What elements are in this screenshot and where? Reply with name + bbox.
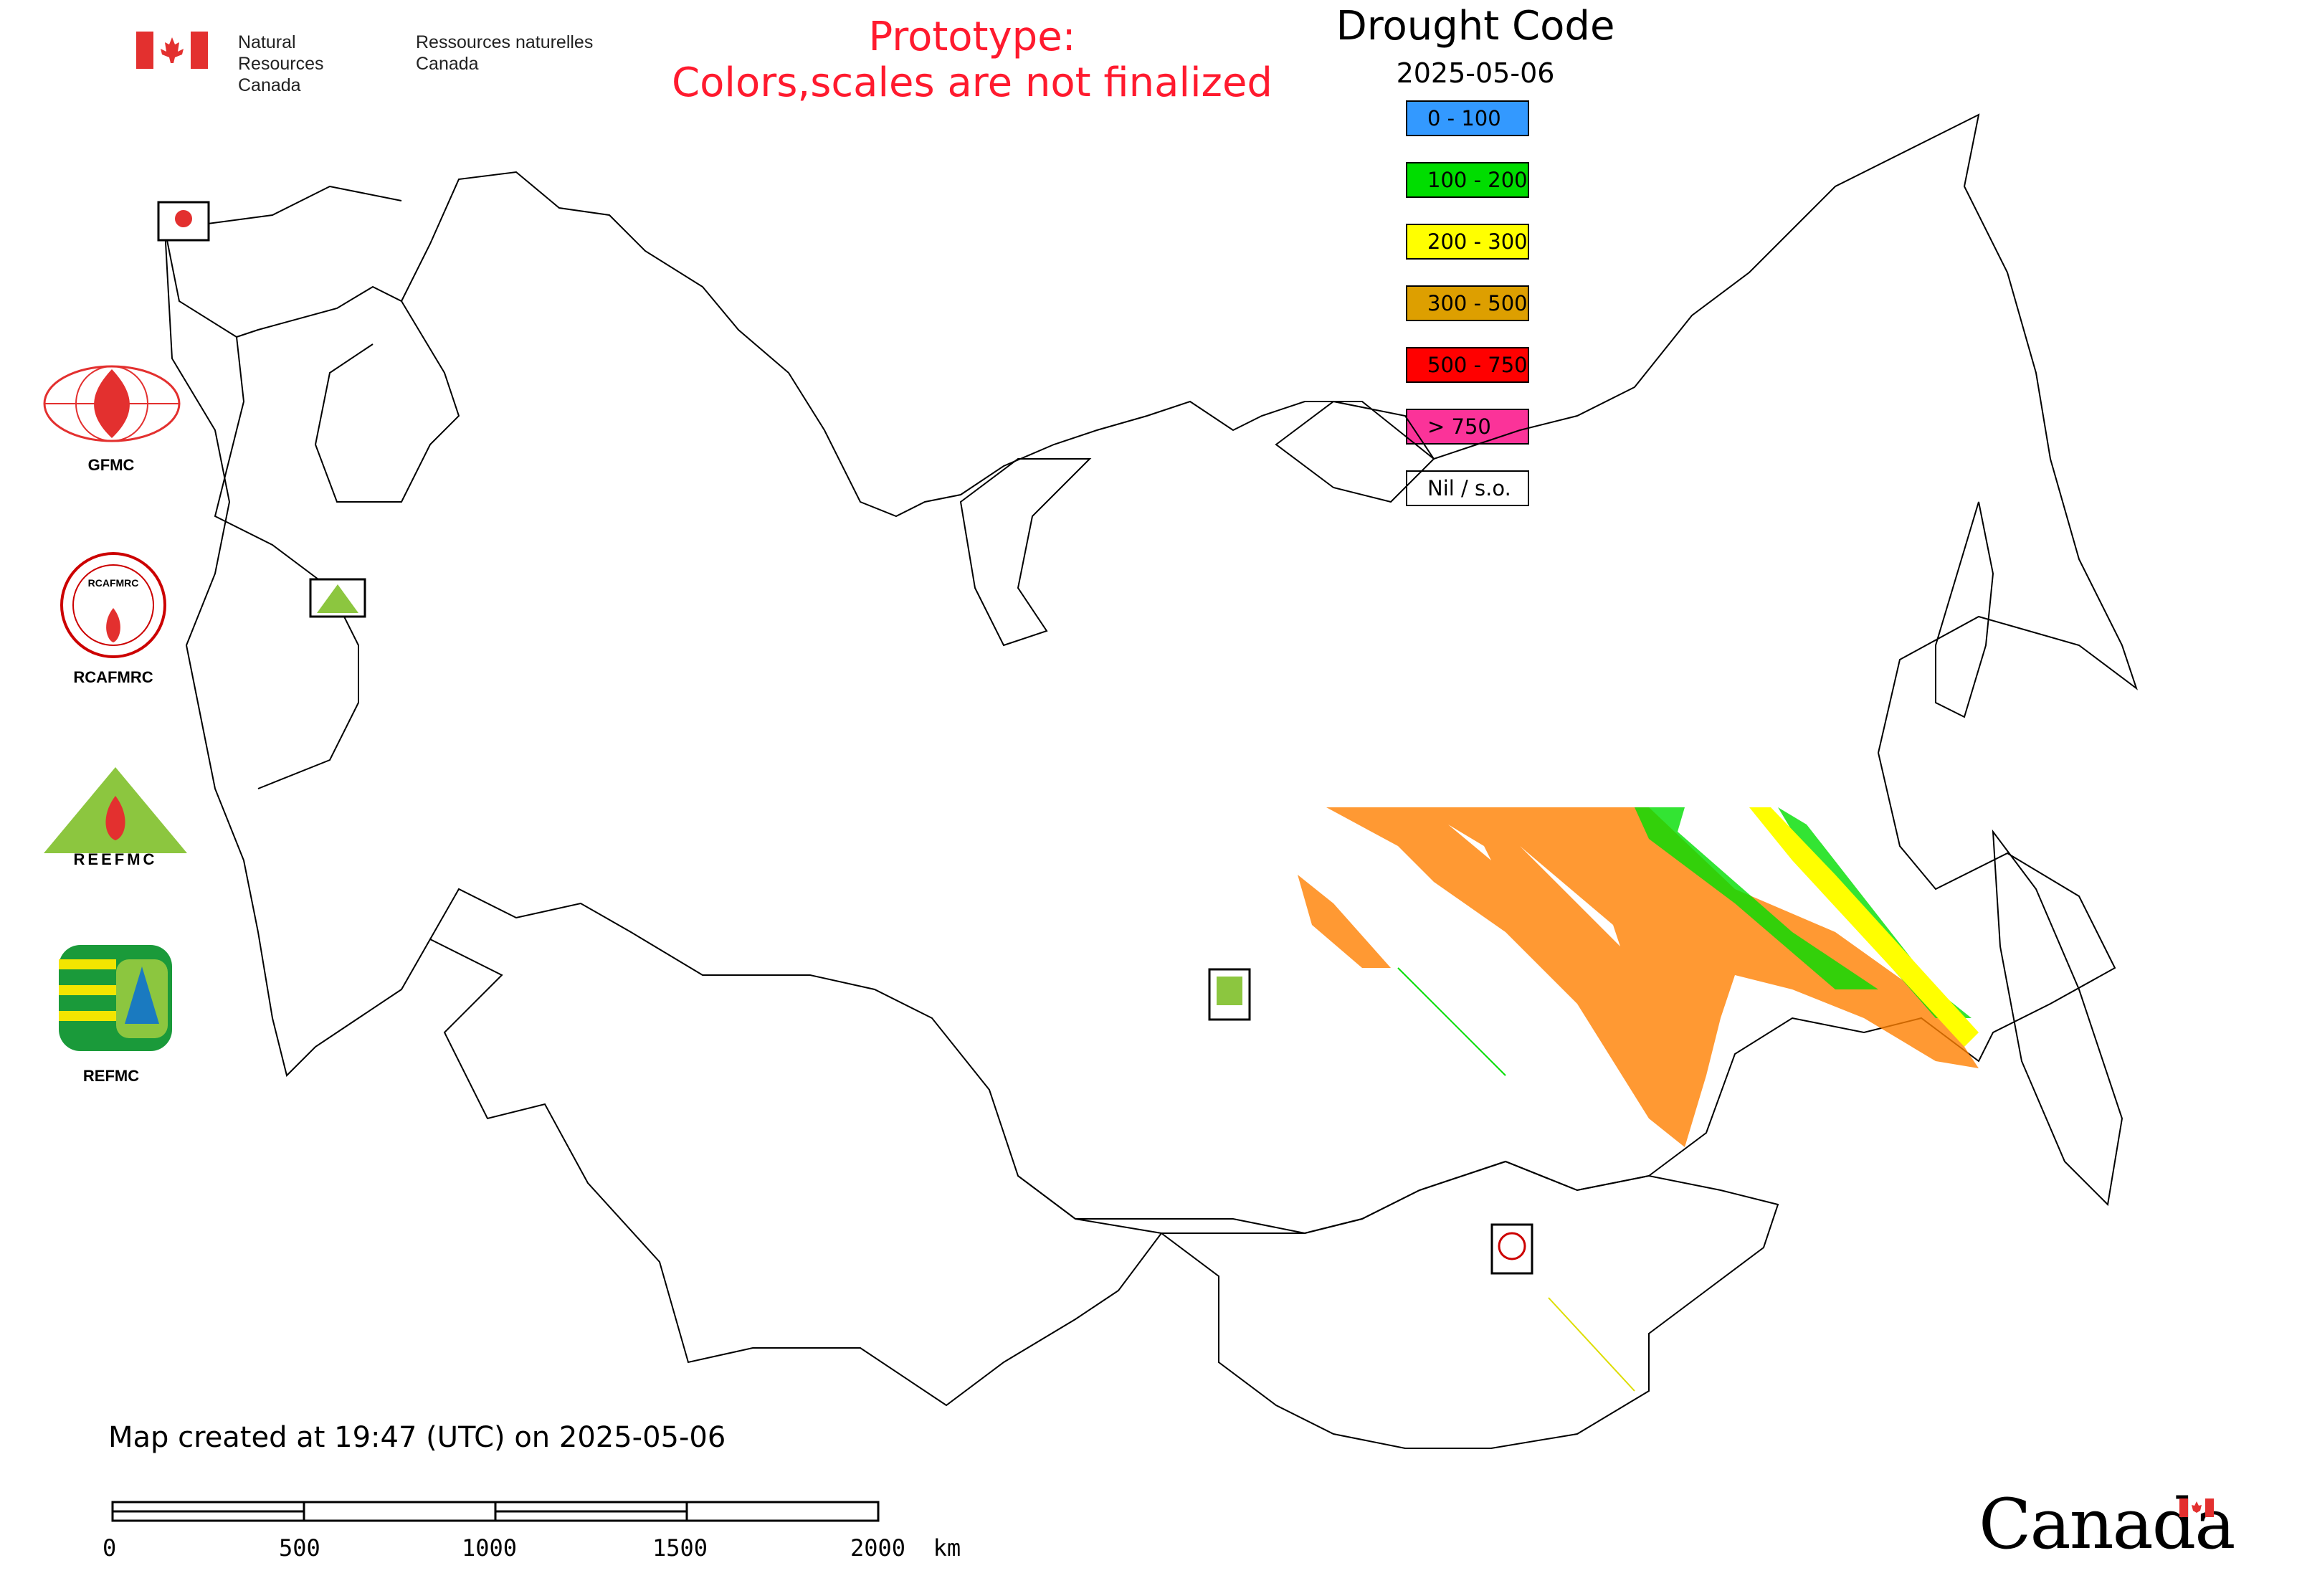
canada-wordmark: Canada (1979, 1484, 2235, 1564)
prototype-notice-line2: Colors,scales are not finalized (672, 60, 1273, 106)
legend-item-label: 300 - 500 (1427, 291, 1528, 315)
org-fr-line1: Ressources naturelles (416, 32, 594, 52)
legend-item: Nil / s.o. (1406, 470, 1529, 506)
small-map-logos (157, 201, 1533, 1275)
refmc-logo-icon (59, 945, 172, 1051)
legend-date: 2025-05-06 (1396, 57, 1555, 89)
wordmark-text: Canada (1979, 1484, 2235, 1564)
scale-label-2000: 2000 km (850, 1534, 961, 1562)
scale-label-0: 0 (103, 1534, 117, 1562)
prototype-notice-line1: Prototype: (868, 14, 1076, 60)
data-region-yellow (1749, 807, 1979, 1047)
rcafmrc-label: RCAFMRC (73, 668, 153, 686)
canada-flag-icon (136, 32, 208, 69)
legend-item: 0 - 100 (1406, 100, 1529, 136)
data-region-green (1635, 807, 1878, 989)
scale-label-1000: 1000 (462, 1534, 518, 1562)
data-region-green-east (1778, 807, 1972, 1018)
legend-item-label: 200 - 300 (1427, 229, 1528, 254)
data-streak-yellow (1548, 1297, 1635, 1392)
gfmc-map-marker-icon (157, 201, 210, 242)
legend-item-label: 500 - 750 (1427, 353, 1528, 377)
svg-text:REEFMC: REEFMC (74, 850, 158, 866)
refmc-map-marker-icon (1208, 968, 1251, 1021)
rcafmrc-logo-icon: RCAFMRC (60, 552, 166, 658)
svg-text:RCAFMRC: RCAFMRC (88, 577, 139, 589)
data-streak-green (1397, 967, 1506, 1076)
drought-code-data (1298, 807, 1979, 1392)
org-en-line1: Natural Resources (238, 32, 324, 74)
mongolia-outline (1159, 1160, 1779, 1449)
wordmark-flag-icon (2179, 1498, 2214, 1517)
sakhalin-outline (1992, 829, 2123, 1207)
russia-outline (164, 113, 2138, 1235)
legend-item: 500 - 750 (1406, 347, 1529, 383)
legend-item: 200 - 300 (1406, 224, 1529, 260)
novaya-zemlya-outline (959, 458, 1092, 647)
kamchatka-outline (1935, 501, 1994, 718)
gfmc-logo-icon (43, 365, 181, 442)
central-asia-outline (429, 939, 1163, 1407)
taymyr-outline (1275, 400, 1435, 503)
org-fr-line2: Canada (416, 54, 479, 74)
refmc-label: REFMC (82, 1067, 140, 1085)
legend-item-label: 0 - 100 (1427, 106, 1501, 130)
legend-item-label: 100 - 200 (1427, 168, 1528, 192)
data-white-gaps (1448, 825, 1620, 946)
legend-item: 100 - 200 (1406, 162, 1529, 198)
reefmc-logo-icon: REEFMC (39, 767, 191, 866)
legend-item: > 750 (1406, 409, 1529, 445)
legend-item: 300 - 500 (1406, 285, 1529, 321)
map-created-timestamp: Map created at 19:47 (UTC) on 2025-05-06 (108, 1421, 726, 1454)
data-region-orange-west (1298, 875, 1391, 968)
org-en-line2: Canada (238, 75, 301, 95)
scale-label-1500: 1500 (652, 1534, 708, 1562)
country-borders (164, 113, 2138, 1449)
scale-bar (111, 1501, 880, 1522)
europe-borders (164, 185, 460, 789)
legend-item-label: > 750 (1427, 414, 1491, 439)
data-region-orange (1326, 807, 1979, 1147)
legend-item-label: Nil / s.o. (1427, 476, 1511, 500)
scale-label-500: 500 (279, 1534, 320, 1562)
legend-title: Drought Code (1336, 3, 1615, 49)
gfmc-label: GFMC (87, 456, 135, 474)
